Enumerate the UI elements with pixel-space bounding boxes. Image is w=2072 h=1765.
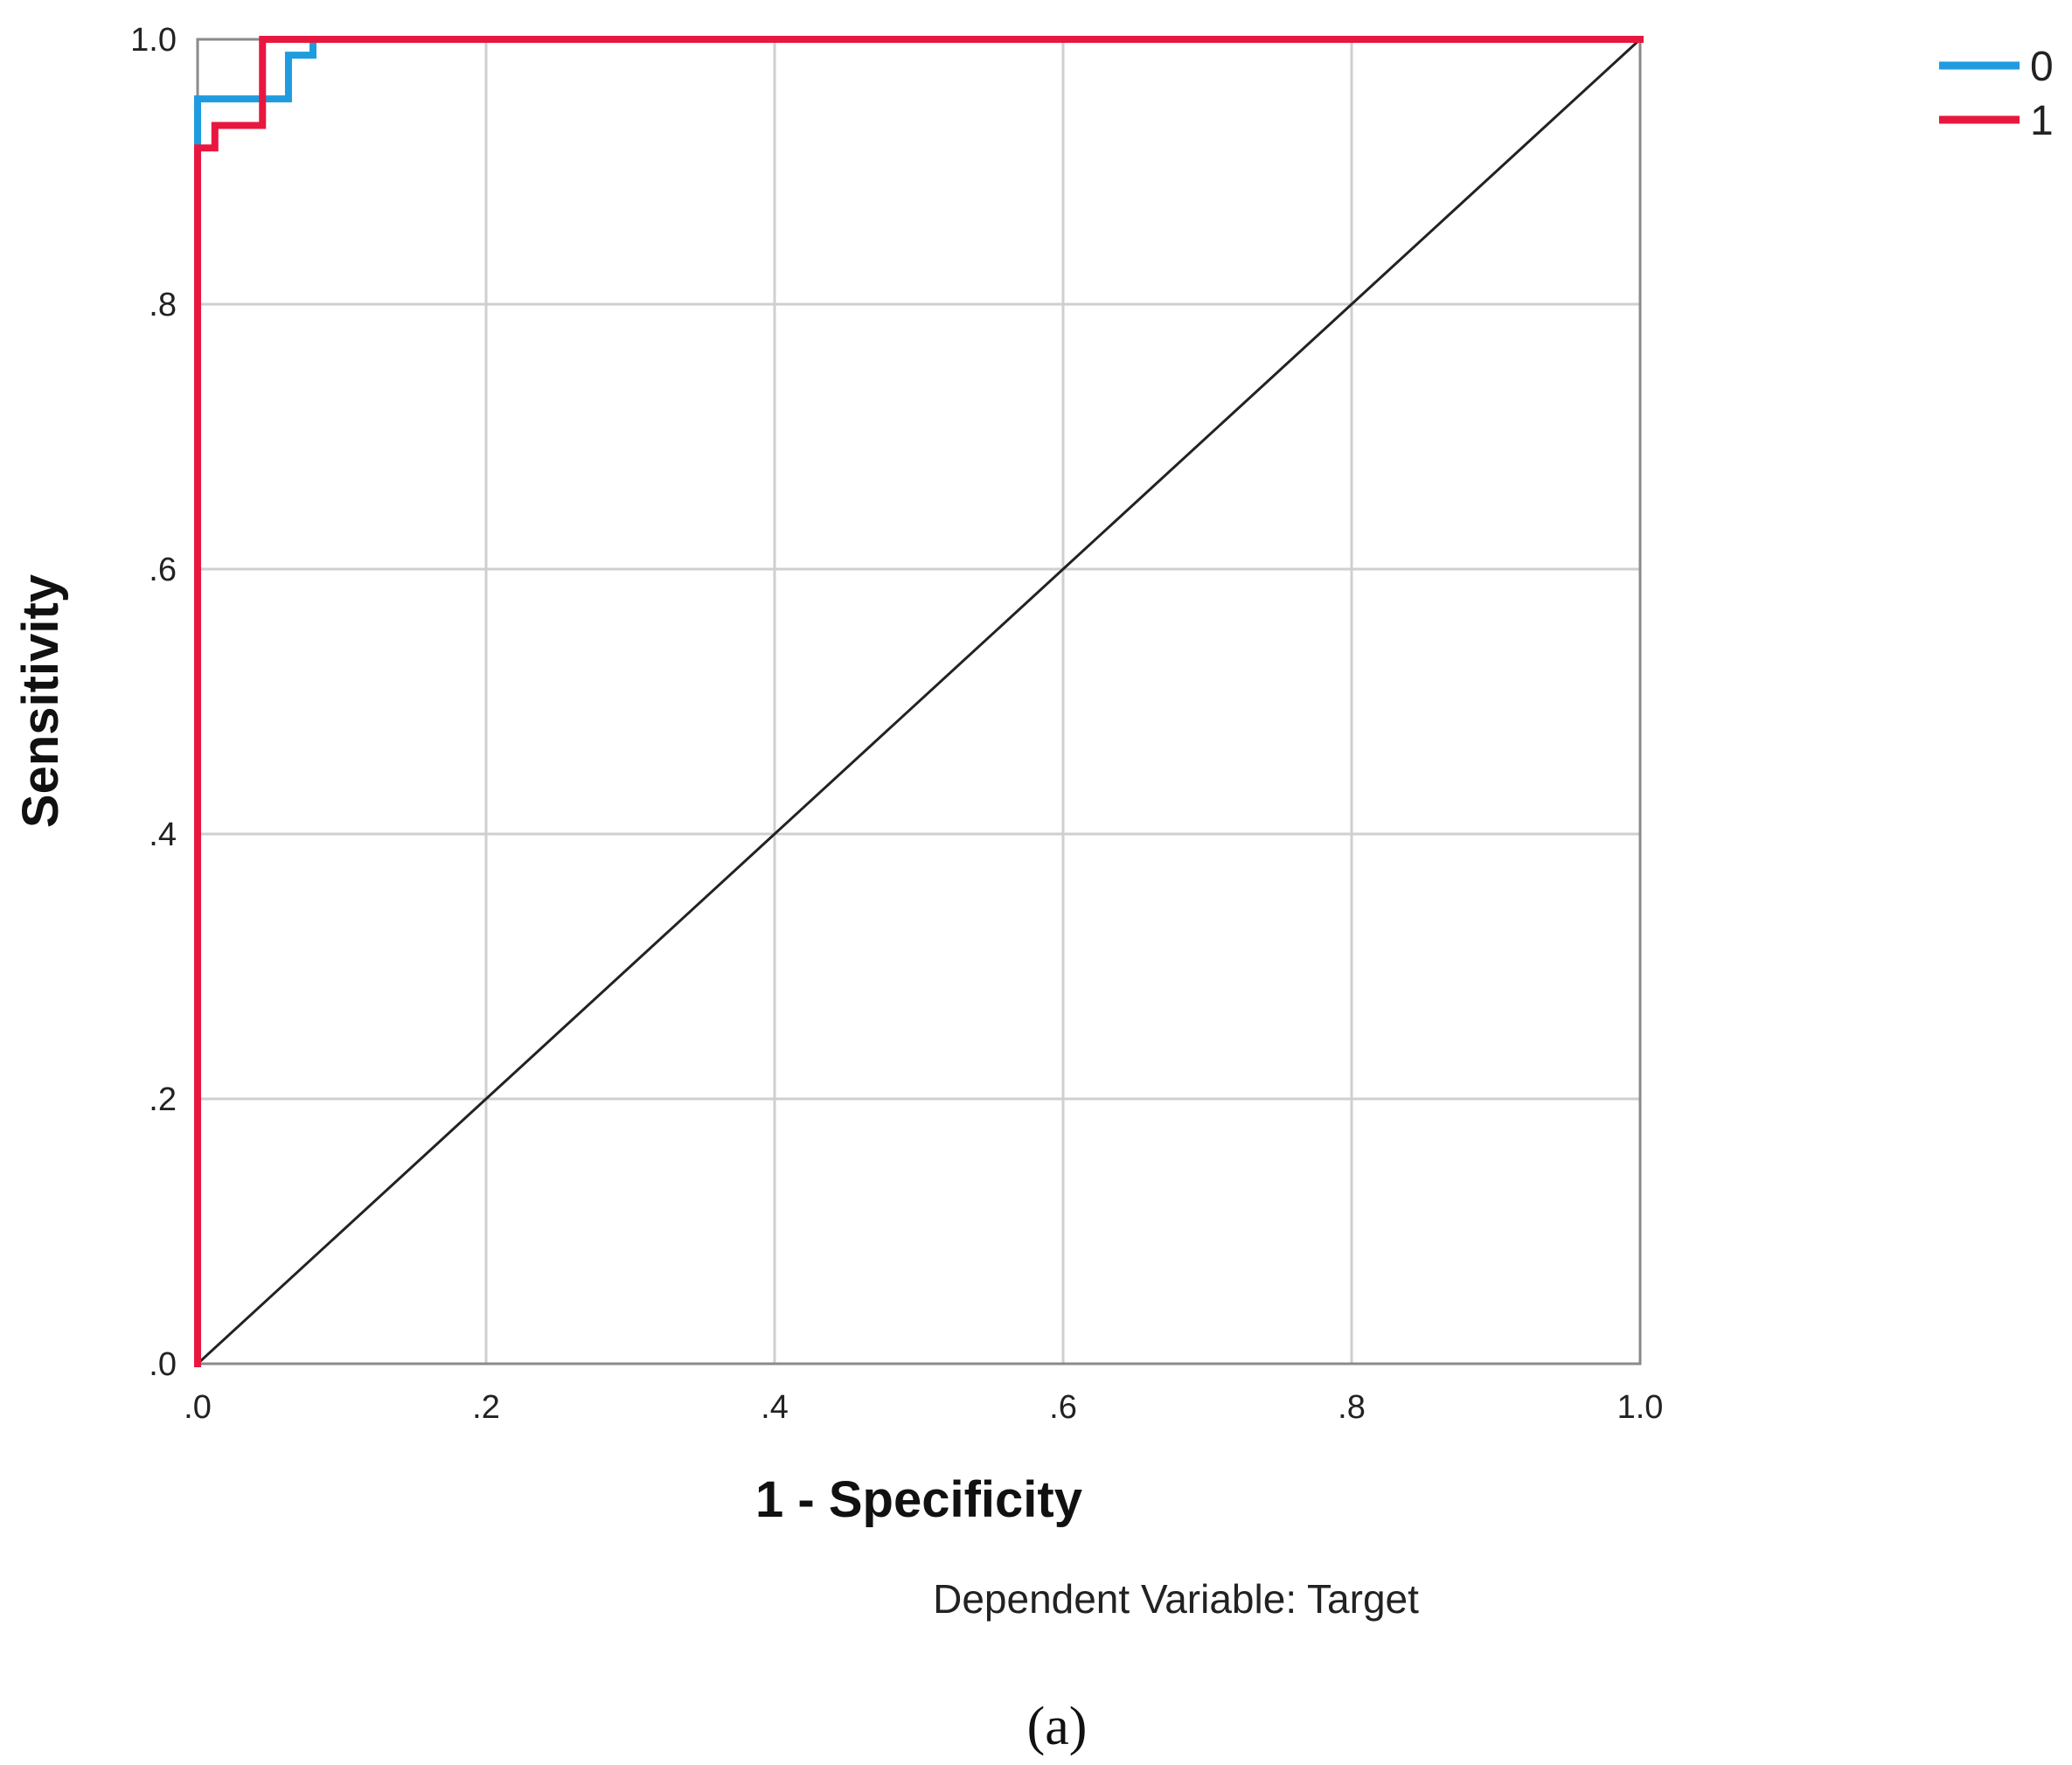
y-tick-label: .2 <box>149 1081 177 1118</box>
panel-label: (a) <box>1027 1697 1088 1756</box>
x-tick-label: .6 <box>1049 1389 1077 1426</box>
x-tick-label: .8 <box>1338 1389 1366 1426</box>
y-tick-label: .8 <box>149 287 177 323</box>
x-tick-label: .4 <box>761 1389 789 1426</box>
dependent-variable-note: Dependent Variable: Target <box>933 1576 1419 1622</box>
y-tick-label: .0 <box>149 1346 177 1383</box>
reference-layer <box>196 38 1642 1365</box>
x-tick-label: .0 <box>184 1389 212 1426</box>
y-tick-label: .6 <box>149 552 177 588</box>
y-tick-label: 1.0 <box>130 22 177 59</box>
x-axis-title: 1 - Specificity <box>755 1471 1082 1528</box>
x-tick-label: .2 <box>472 1389 500 1426</box>
y-axis-title: Sensitivity <box>12 574 69 828</box>
legend-label-1: 1 <box>2030 98 2054 144</box>
series-line-1 <box>194 36 1644 1367</box>
series-layer <box>194 36 1644 1367</box>
legend: 01 <box>1939 44 2054 144</box>
x-tick-label: 1.0 <box>1617 1389 1664 1426</box>
reference-diagonal <box>196 38 1642 1365</box>
tick-labels: .0.0 .2 .2 .4 .4 .6 .6 .8 .8 1.0 1.0 <box>130 22 1663 1426</box>
legend-label-0: 0 <box>2030 44 2054 90</box>
y-tick-label: .4 <box>149 816 177 853</box>
